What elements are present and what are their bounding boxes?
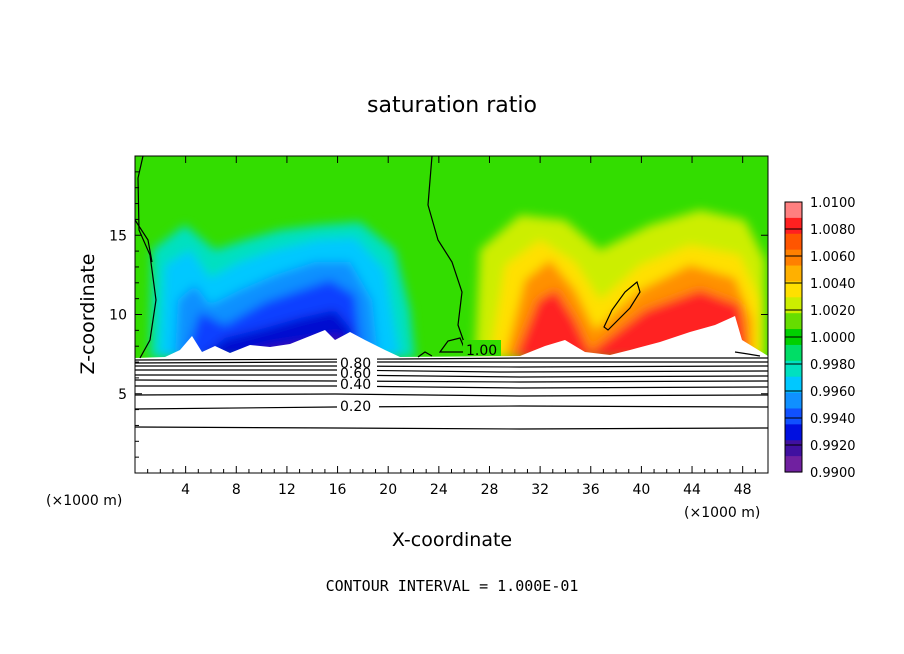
contour-label-0p80: 0.80	[340, 356, 371, 372]
x-tick-label: 16	[329, 482, 347, 498]
colorbar-swatch	[785, 297, 802, 314]
contour-0p20	[135, 405, 768, 410]
colorbar-swatch	[785, 360, 802, 378]
contour-1p00-left	[137, 156, 157, 359]
contour-interval-note: CONTOUR INTERVAL = 1.000E-01	[326, 577, 579, 595]
y-tick-label: 10	[109, 308, 127, 324]
colorbar-swatch	[785, 217, 802, 235]
colorbar-swatch	[785, 313, 802, 330]
x-tick-label: 40	[632, 482, 650, 498]
x-axis-label: X-coordinate	[392, 529, 512, 551]
contour-label-0p60: 0.60	[340, 366, 371, 382]
colorbar-label: 0.9920	[810, 439, 856, 454]
contour-0p40	[135, 385, 768, 389]
x-tick-label: 32	[531, 482, 549, 498]
contour-right-edge	[734, 351, 761, 357]
colorbar-label: 1.0000	[810, 331, 856, 346]
x-tick-label: 28	[481, 482, 499, 498]
contour-label-0p20: 0.20	[340, 399, 371, 415]
contour-0p80	[135, 365, 768, 368]
colorbar-swatch	[785, 249, 802, 267]
colorbar-label: 0.9900	[810, 466, 856, 481]
x-tick-label: 48	[734, 482, 752, 498]
colorbar-swatch	[785, 202, 802, 219]
x-axis: 4 8 12 16 20 24 28 32 36 40 44 48	[147, 156, 756, 498]
contour-1p00-island	[438, 337, 467, 353]
y-tick-label: 15	[109, 228, 127, 244]
contour-labels: 1.00 0.80 0.60 0.40 0.20	[337, 340, 501, 415]
colorbar-swatch	[785, 456, 802, 473]
colorbar-swatch	[785, 392, 802, 410]
heatmap-field	[135, 156, 768, 473]
contour-0p10	[135, 426, 768, 430]
y-tick-label: 5	[118, 387, 127, 403]
x-unit-left: (×1000 m)	[46, 493, 122, 509]
terrain-mask	[135, 316, 768, 473]
colorbar-swatch	[785, 376, 802, 394]
contour-lines	[135, 156, 768, 430]
colorbar-label: 1.0040	[810, 277, 856, 292]
y-axis: 5 10 15	[109, 171, 768, 458]
contour-1p00-mid	[427, 156, 466, 346]
contour-base-0	[135, 357, 768, 361]
x-tick-label: 44	[683, 482, 701, 498]
x-tick-label: 4	[181, 482, 190, 498]
x-tick-label: 8	[232, 482, 241, 498]
y-axis-label: Z-coordinate	[77, 254, 99, 375]
colorbar-label: 1.0060	[810, 250, 856, 265]
colorbar-swatch	[785, 233, 802, 251]
contour-1p00-small	[417, 351, 433, 358]
contour-warm-loop	[603, 280, 641, 331]
contour-label-1p00: 1.00	[466, 343, 497, 359]
colorbar-swatch	[785, 281, 802, 298]
colorbar-label: 1.0080	[810, 223, 856, 238]
colorbar-swatch	[785, 424, 802, 441]
colorbar-label: 0.9960	[810, 385, 856, 400]
contour-0p60	[135, 374, 768, 378]
colorbar-swatch	[785, 344, 802, 362]
x-tick-label: 24	[430, 482, 448, 498]
x-tick-label: 20	[379, 482, 397, 498]
colorbar-swatch	[785, 265, 802, 283]
colorbar-label: 0.9980	[810, 358, 856, 373]
contour-0p30	[135, 393, 768, 397]
colorbar-label: 0.9940	[810, 412, 856, 427]
contour-1p00-left-inner	[135, 219, 153, 263]
contour-base-1	[135, 361, 768, 364]
colorbar: 1.0100 1.0080 1.0060 1.0040 1.0020 1.0000 0.99…	[784, 196, 856, 481]
x-unit-right: (×1000 m)	[684, 505, 760, 521]
contour-0p50	[135, 379, 768, 383]
colorbar-swatch	[785, 408, 802, 425]
x-tick-label: 12	[278, 482, 296, 498]
colorbar-label: 1.0100	[810, 196, 856, 211]
colorbar-label: 1.0020	[810, 304, 856, 319]
contour-label-0p40: 0.40	[340, 377, 371, 393]
x-tick-label: 36	[582, 482, 600, 498]
chart-title: saturation ratio	[367, 93, 537, 118]
colorbar-swatch	[785, 440, 802, 457]
contour-0p70	[135, 369, 768, 373]
